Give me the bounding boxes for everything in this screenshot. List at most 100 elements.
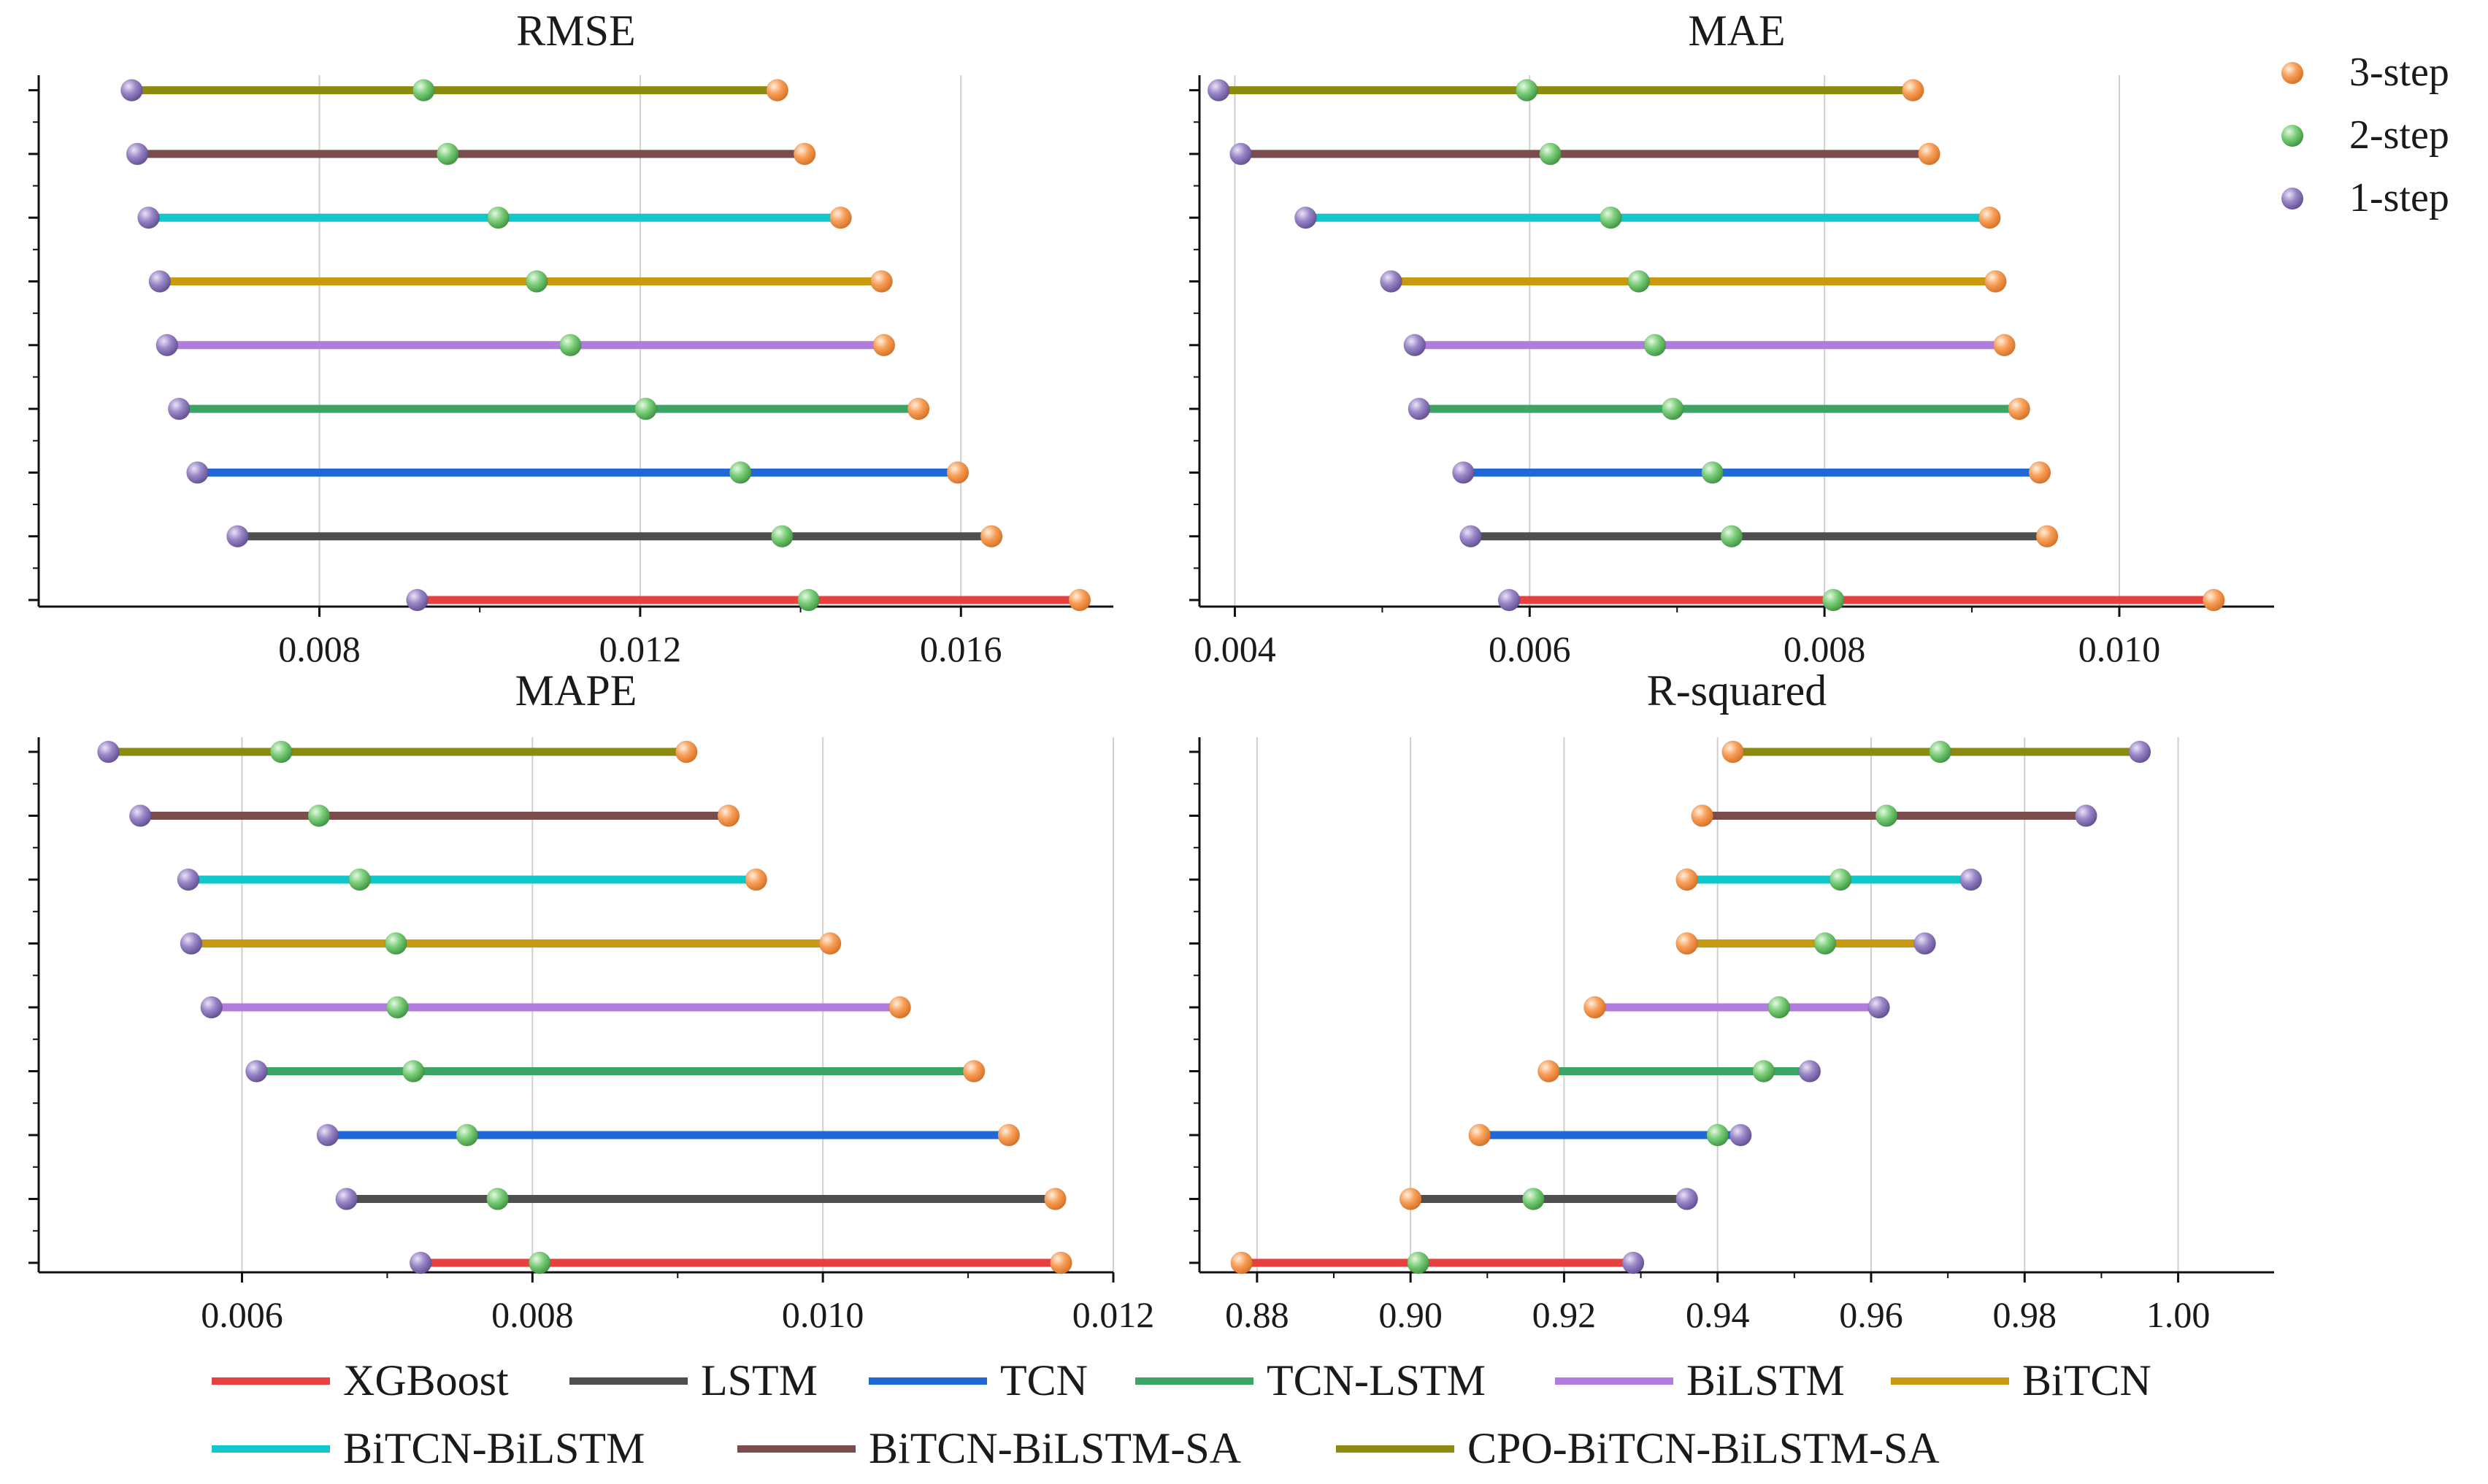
point-step2-bitcn [384,932,407,955]
panel-title: MAPE [515,666,637,715]
point-step1-bitcn [1913,932,1937,955]
point-step2-bitcn-bilstm [1599,206,1622,229]
x-tick-label: 0.004 [1194,628,1276,669]
legend-label-step1: 1-step [2349,175,2449,220]
point-step1-cpo-bitcn-bilstm-sa [96,740,120,764]
x-tick-label: 1.00 [2146,1294,2211,1335]
point-step1-bitcn [1379,270,1402,293]
point-step1-bitcn [148,270,172,293]
point-step1-bilstm [1403,334,1427,357]
point-step1-tcn [1451,461,1475,484]
point-step3-tcn-lstm [962,1060,986,1083]
point-step1-bitcn-bilstm-sa [126,142,149,166]
panel-title: MAE [1688,7,1785,55]
legend-label-bitcn: BiTCN [2022,1356,2151,1404]
x-tick-label: 0.010 [782,1294,864,1335]
point-step2-bilstm [1767,996,1791,1019]
point-step1-tcn [186,461,210,484]
panel-mape: 0.006 0.008 0.010 0.012 MAPE [28,666,1154,1335]
point-step3-lstm [1043,1188,1067,1210]
point-step2-xgboost [797,588,821,612]
point-step1-bitcn-bilstm [1294,206,1317,229]
legend-marker-step3 [2281,62,2303,84]
point-step1-bitcn-bilstm [177,868,200,891]
legend-label-xgboost: XGBoost [343,1356,509,1404]
point-step1-bilstm [156,334,179,357]
point-step2-lstm [770,525,794,548]
point-step2-bitcn-bilstm-sa [1875,804,1898,827]
point-step2-bitcn-bilstm-sa [436,142,459,166]
point-step3-cpo-bitcn-bilstm-sa [675,740,698,764]
point-step3-tcn [946,461,970,484]
point-step3-bilstm [872,334,896,357]
point-step2-bitcn-bilstm [486,206,510,229]
x-tick-label: 0.92 [1532,1294,1597,1335]
point-step3-cpo-bitcn-bilstm-sa [1901,79,1924,102]
x-tick-label: 0.94 [1686,1294,1750,1335]
point-step2-bitcn-bilstm-sa [307,804,331,827]
point-step3-cpo-bitcn-bilstm-sa [1721,740,1745,764]
model-legend: XGBoost LSTM TCN TCN-LSTM BiLSTM BiTCN BiTCN-B… [212,1356,2151,1472]
point-step3-bitcn-bilstm-sa [793,142,816,166]
point-step3-bilstm [1583,996,1606,1019]
point-step3-bitcn [1675,932,1699,955]
point-step1-bitcn [180,932,203,955]
point-step3-bitcn-bilstm [1978,206,2001,229]
point-step1-bilstm [200,996,223,1019]
point-step3-lstm [980,525,1003,548]
point-step3-bitcn [1984,270,2007,293]
x-tick-label: 0.010 [2078,628,2161,669]
point-step3-bitcn-bilstm [829,206,853,229]
point-step1-xgboost [409,1251,432,1275]
point-step1-lstm [226,525,249,548]
point-step2-bitcn [1813,932,1837,955]
point-step2-tcn-lstm [1752,1060,1775,1083]
x-tick-label: 0.98 [1993,1294,2057,1335]
point-step1-tcn-lstm [167,397,191,420]
point-step3-lstm [2035,525,2059,548]
point-step1-xgboost [1621,1251,1645,1275]
point-step3-bitcn-bilstm-sa [1918,142,1941,166]
panel-mae: 0.004 0.006 0.008 0.010 MAE [1189,7,2274,669]
point-step1-lstm [1675,1188,1699,1210]
point-step1-bitcn-bilstm-sa [128,804,152,827]
point-step3-bitcn-bilstm-sa [717,804,740,827]
point-step2-bitcn-bilstm [348,868,372,891]
panel-title: R-squared [1647,666,1827,715]
x-tick-label: 0.96 [1839,1294,1903,1335]
point-step1-bitcn-bilstm-sa [2074,804,2097,827]
point-step3-bilstm [888,996,912,1019]
point-step3-lstm [1399,1188,1422,1210]
point-step1-tcn-lstm [245,1060,268,1083]
point-step1-tcn-lstm [1408,397,1431,420]
point-step1-bitcn-bilstm [137,206,160,229]
point-step3-tcn-lstm [907,397,930,420]
point-step1-cpo-bitcn-bilstm-sa [1207,79,1230,102]
point-step3-xgboost [2202,588,2225,612]
point-step2-tcn [1701,461,1724,484]
point-step3-tcn-lstm [1537,1060,1560,1083]
legend-label-bilstm: BiLSTM [1686,1356,1845,1404]
point-step3-bitcn [818,932,842,955]
point-step1-xgboost [1497,588,1521,612]
point-step2-tcn-lstm [402,1060,425,1083]
point-step1-lstm [335,1188,358,1210]
point-step1-tcn-lstm [1798,1060,1821,1083]
point-step3-bilstm [1992,334,2016,357]
panel-rmse: 0.008 0.012 0.016 RMSE [28,7,1113,669]
point-step1-cpo-bitcn-bilstm-sa [120,79,143,102]
point-step1-cpo-bitcn-bilstm-sa [2128,740,2151,764]
point-step2-bilstm [1643,334,1667,357]
point-step2-tcn [1706,1123,1729,1147]
point-step2-bitcn [1627,270,1651,293]
point-step3-bitcn-bilstm [745,868,768,891]
x-tick-label: 0.012 [1072,1294,1155,1335]
point-step3-xgboost [1049,1251,1072,1275]
point-step3-tcn-lstm [2008,397,2031,420]
point-step1-lstm [1459,525,1483,548]
point-step3-xgboost [1230,1251,1253,1275]
point-step2-xgboost [1821,588,1845,612]
x-tick-label: 0.88 [1225,1294,1289,1335]
legend-label-lstm: LSTM [701,1356,818,1404]
